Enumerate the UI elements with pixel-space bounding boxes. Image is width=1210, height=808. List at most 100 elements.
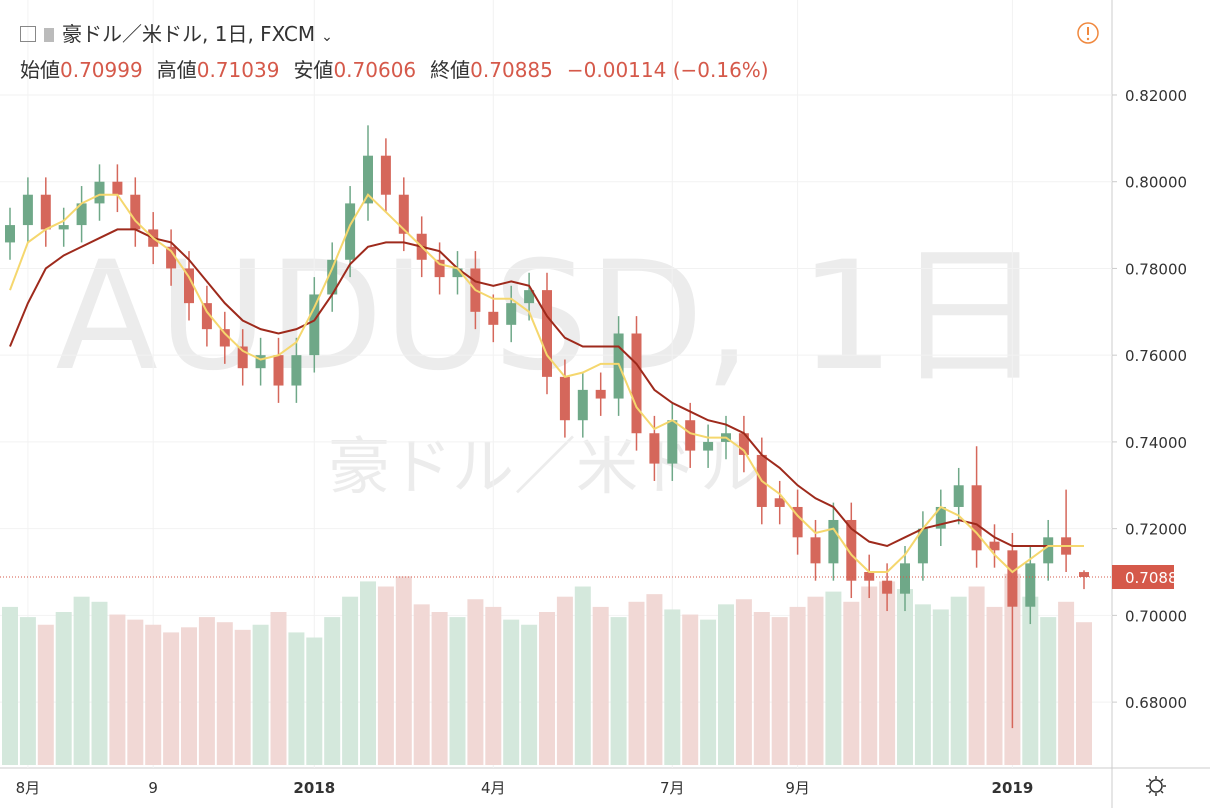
moving-average: [9, 228, 1084, 548]
volume-bar: [1076, 622, 1092, 765]
candle-body: [703, 441, 714, 451]
volume-bar: [914, 604, 931, 765]
candle-body: [130, 194, 141, 230]
ohlc-value: 0.70606: [333, 58, 417, 82]
volume-bar: [395, 576, 412, 765]
volume-bar: [360, 581, 376, 765]
candle-body: [667, 420, 678, 464]
candle-body: [398, 194, 409, 234]
candle-body: [971, 485, 982, 551]
expand-icon[interactable]: [20, 26, 36, 42]
header: 豪ドル／米ドル, 1日, FXCM ⌄ 始値0.70999 高値0.71039 安値0…: [20, 18, 783, 87]
volume-bar: [503, 619, 520, 765]
candle-body: [1025, 563, 1036, 607]
volume-bar: [2, 606, 18, 765]
ohlc-label: 高値: [156, 58, 197, 82]
volume-bar: [753, 612, 770, 765]
warning-icon[interactable]: [1077, 22, 1099, 44]
volume-bar: [700, 619, 717, 765]
ohlc-row: 始値0.70999 高値0.71039 安値0.70606 終値0.70885 −0.0…: [20, 54, 783, 87]
volume-bar: [682, 614, 699, 765]
y-tick-label: 0.82000: [1125, 87, 1187, 105]
ohlc-label: 安値: [293, 58, 334, 82]
candle-body: [1007, 550, 1018, 607]
candle-body: [273, 355, 284, 386]
candle-body: [327, 259, 338, 295]
volume-bar: [324, 617, 341, 765]
ohlc-value: 0.70999: [60, 58, 143, 82]
volume-bar: [986, 606, 1003, 765]
volume-bar: [198, 617, 215, 765]
volume-bar: [55, 612, 72, 765]
x-tick-label: 7月: [660, 779, 685, 797]
candle-body: [524, 290, 535, 304]
candle-body: [40, 194, 51, 230]
volume-layer: [2, 573, 1092, 765]
candle-body: [1079, 572, 1089, 578]
candle-body: [94, 181, 105, 204]
candle-body: [434, 259, 445, 278]
ohlc-label: 終値: [430, 58, 471, 82]
candle-body: [309, 294, 320, 356]
volume-bar: [377, 586, 394, 765]
volume-bar: [861, 586, 878, 765]
candle-body: [846, 519, 857, 581]
volume-bar: [789, 606, 806, 765]
candle-body: [900, 563, 910, 594]
volume-bar: [1040, 617, 1057, 765]
volume-bar: [485, 606, 502, 765]
y-tick-label: 0.80000: [1125, 174, 1187, 192]
volume-bar: [127, 619, 144, 765]
x-tick-label: 9: [148, 779, 158, 797]
candle-body: [201, 303, 212, 330]
volume-bar: [646, 594, 663, 765]
last-price-box: [1112, 565, 1174, 590]
candle-body: [506, 303, 517, 325]
volume-bar: [181, 627, 197, 765]
candle-body: [542, 290, 552, 377]
candle-body: [774, 498, 785, 507]
price-layer: [5, 125, 1089, 729]
volume-bar: [19, 617, 36, 765]
candle-body: [595, 389, 606, 399]
volume-bar: [145, 624, 162, 765]
candle-body: [166, 246, 177, 269]
volume-bar: [843, 601, 860, 765]
y-tick-label: 0.72000: [1125, 521, 1187, 539]
volume-bar: [664, 609, 681, 765]
candle-body: [559, 376, 570, 421]
volume-bar: [431, 612, 448, 765]
dropdown-chevron[interactable]: ⌄: [321, 29, 333, 45]
symbol-title[interactable]: 豪ドル／米ドル, 1日, FXCM: [62, 22, 316, 46]
volume-bar: [342, 596, 359, 765]
candle-body: [22, 194, 33, 226]
symbol-flag: [44, 28, 54, 42]
ohlc-value: 0.71039: [196, 58, 280, 82]
volume-bar: [718, 604, 734, 765]
volume-bar: [610, 617, 627, 765]
volume-bar: [37, 624, 54, 765]
candle-body: [219, 329, 230, 347]
candle-body: [882, 580, 893, 594]
candle-body: [363, 155, 373, 204]
candle-body: [112, 181, 123, 195]
change-text: −0.00114 (−0.16%): [566, 58, 769, 82]
volume-bar: [932, 609, 949, 765]
candle-body: [488, 311, 499, 325]
x-tick-label: 2019: [992, 779, 1034, 797]
y-tick-label: 0.78000: [1125, 260, 1187, 278]
watermark-subtitle: 豪ドル／米ドル: [328, 430, 762, 503]
volume-bar: [91, 601, 108, 765]
candle-body: [184, 268, 194, 304]
volume-bar: [234, 629, 251, 765]
candle-body: [5, 225, 15, 243]
ohlc-label: 始値: [20, 58, 60, 82]
x-tick-label: 8月: [16, 779, 41, 797]
candle-body: [935, 506, 946, 529]
volume-bar: [628, 601, 645, 765]
volume-bar: [897, 589, 913, 765]
settings-icon[interactable]: [1146, 776, 1166, 796]
moving-average: [9, 193, 1084, 574]
candle-body: [58, 225, 69, 230]
volume-bar: [950, 596, 967, 765]
